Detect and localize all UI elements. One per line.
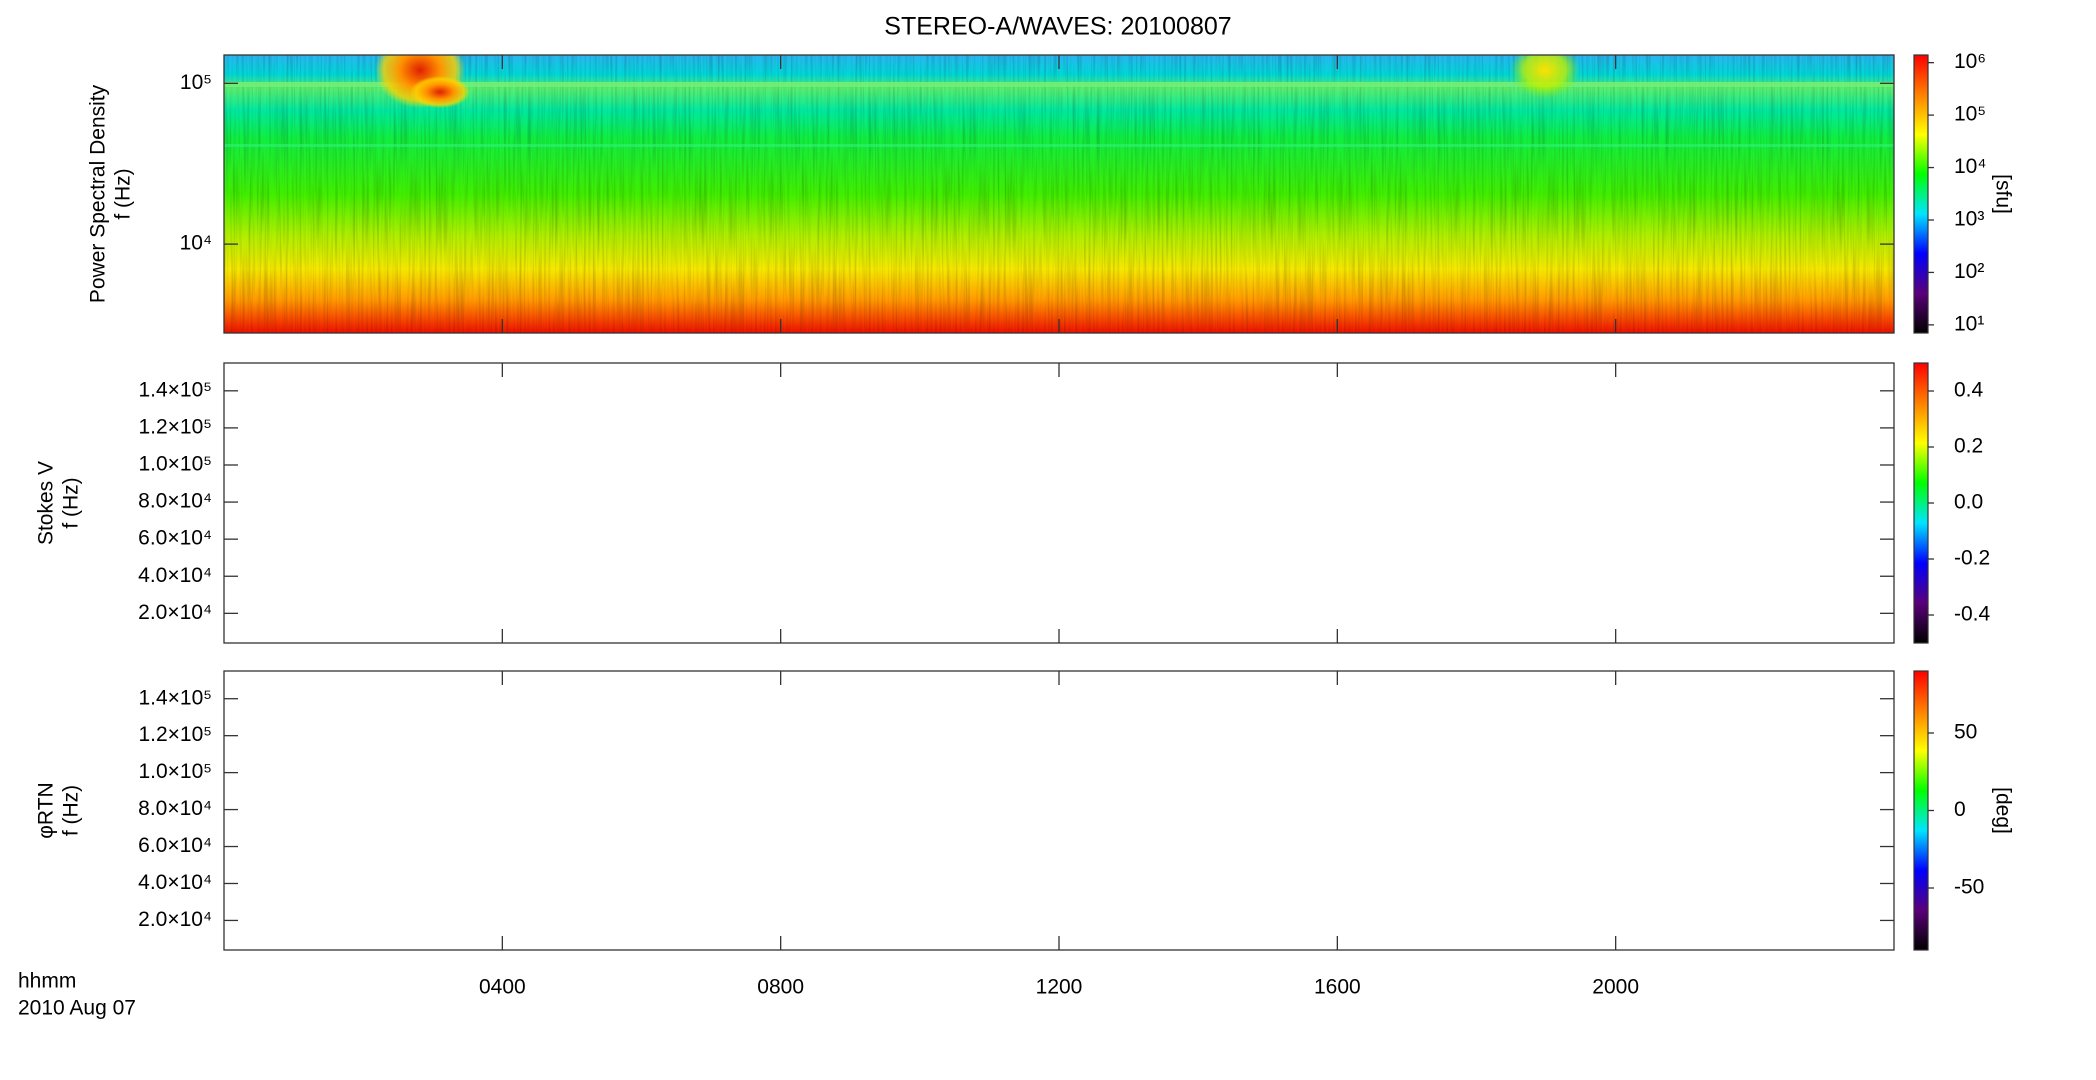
colorbar-tick-label: 10⁵ bbox=[1954, 103, 1986, 126]
y-tick-label: 10⁵ bbox=[180, 71, 212, 94]
y-tick-label: 1.2×10⁵ bbox=[138, 723, 212, 746]
colorbar-tick-label: -0.2 bbox=[1954, 547, 1990, 570]
y-tick-label: 8.0×10⁴ bbox=[138, 797, 212, 820]
colorbar-tick-label: 0.2 bbox=[1954, 435, 1983, 458]
colorbar bbox=[1913, 54, 1929, 334]
colorbar-label: [deg] bbox=[1991, 787, 2014, 834]
y-axis-label: f (Hz) bbox=[60, 477, 83, 528]
colorbar bbox=[1913, 362, 1929, 644]
colorbar-tick-label: 10¹ bbox=[1954, 312, 1984, 335]
y-tick-label: 1.0×10⁵ bbox=[138, 453, 212, 476]
y-tick-label: 2.0×10⁴ bbox=[138, 908, 212, 931]
plot-frame bbox=[223, 362, 1895, 644]
y-tick-label: 2.0×10⁴ bbox=[138, 601, 212, 624]
x-tick-label: 2000 bbox=[1592, 976, 1639, 999]
colorbar-tick-label: -0.4 bbox=[1954, 603, 1991, 626]
colorbar-tick-label: 10³ bbox=[1954, 208, 1984, 231]
chart-title: STEREO-A/WAVES: 20100807 bbox=[884, 13, 1231, 41]
y-tick-label: 1.2×10⁵ bbox=[138, 415, 212, 438]
y-tick-label: 1.0×10⁵ bbox=[138, 760, 212, 783]
colorbar-tick-label: -50 bbox=[1954, 876, 1984, 899]
colorbar bbox=[1913, 670, 1929, 951]
y-tick-label: 10⁴ bbox=[180, 232, 212, 255]
y-axis-label: f (Hz) bbox=[60, 785, 83, 836]
spectrogram-image bbox=[224, 55, 1894, 333]
y-tick-label: 6.0×10⁴ bbox=[138, 834, 212, 857]
colorbar-label: [sfu] bbox=[1991, 174, 2014, 214]
y-axis-label: Power Spectral Density bbox=[87, 84, 110, 303]
y-tick-label: 8.0×10⁴ bbox=[138, 490, 212, 513]
plot-frame bbox=[223, 670, 1895, 951]
y-axis-label: φRTN bbox=[35, 782, 58, 838]
y-axis-label: Stokes V bbox=[35, 461, 58, 545]
y-axis-label: f (Hz) bbox=[112, 168, 135, 219]
y-tick-label: 4.0×10⁴ bbox=[138, 564, 212, 587]
colorbar-tick-label: 0.4 bbox=[1954, 379, 1984, 402]
x-axis-label: 2010 Aug 07 bbox=[18, 997, 136, 1020]
colorbar-tick-label: 10⁴ bbox=[1954, 155, 1986, 178]
y-tick-label: 4.0×10⁴ bbox=[138, 871, 212, 894]
x-tick-label: 1200 bbox=[1036, 976, 1083, 999]
y-tick-label: 1.4×10⁵ bbox=[138, 686, 212, 709]
y-tick-label: 1.4×10⁵ bbox=[138, 378, 212, 401]
x-axis-label: hhmm bbox=[18, 970, 76, 993]
x-tick-label: 0400 bbox=[479, 976, 526, 999]
colorbar-tick-label: 0 bbox=[1954, 798, 1966, 821]
x-tick-label: 0800 bbox=[757, 976, 804, 999]
colorbar-tick-label: 10² bbox=[1954, 260, 1984, 283]
colorbar-tick-label: 0.0 bbox=[1954, 491, 1983, 514]
x-tick-label: 1600 bbox=[1314, 976, 1361, 999]
colorbar-tick-label: 10⁶ bbox=[1954, 50, 1986, 73]
y-tick-label: 6.0×10⁴ bbox=[138, 527, 212, 550]
colorbar-tick-label: 50 bbox=[1954, 721, 1977, 744]
